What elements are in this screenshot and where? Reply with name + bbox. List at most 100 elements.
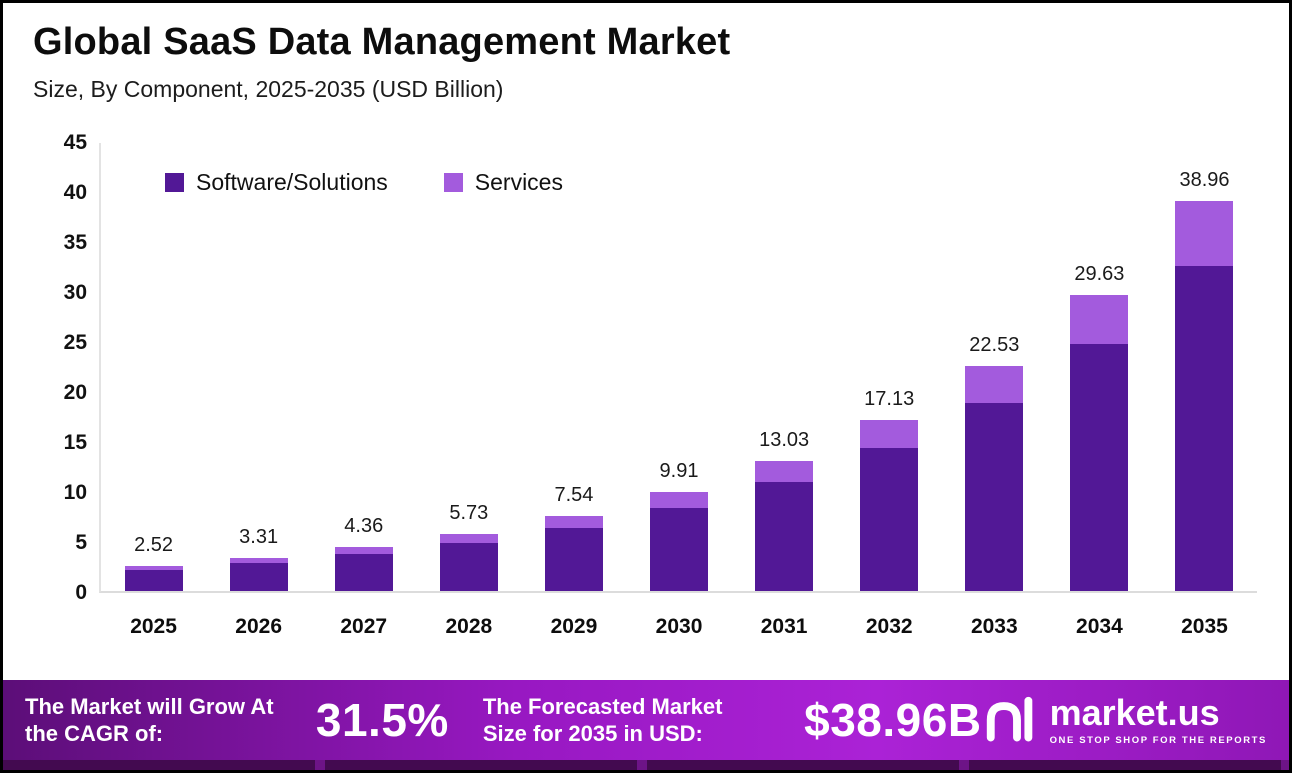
bar-segment-software [334, 554, 393, 591]
bar-stack [334, 547, 393, 591]
bar-total-label: 7.54 [554, 483, 594, 506]
bar-segment-software [124, 569, 183, 591]
brand-text: market.us ONE STOP SHOP FOR THE REPORTS [1049, 691, 1267, 746]
bar-group-2034: 29.63 2034 [1047, 143, 1152, 638]
chart-title: Global SaaS Data Management Market [33, 21, 731, 63]
y-tick-label: 30 [63, 281, 87, 304]
bar-group-2033: 22.53 2033 [942, 143, 1047, 638]
bar-segment-services [650, 491, 709, 509]
brand-name: market.us [1049, 691, 1220, 733]
y-tick-label: 20 [63, 381, 87, 404]
bar-segment-services [124, 565, 183, 570]
bar-segment-services [965, 365, 1024, 403]
forecast-label: The Forecasted Market Size for 2035 in U… [482, 693, 723, 747]
bar-stack [439, 533, 498, 591]
bar-stack [544, 515, 603, 591]
bar-group-2026: 3.31 2026 [206, 143, 311, 638]
bar-total-label: 3.31 [239, 525, 279, 548]
bars: 2.52 2025 3.31 2026 4.36 2027 5.73 2028 7.54 2029… [101, 143, 1257, 638]
bar-group-2029: 7.54 2029 [521, 143, 626, 638]
bar-total-label: 5.73 [449, 501, 489, 524]
x-axis-label: 2028 [445, 615, 493, 638]
bar-segment-services [439, 533, 498, 543]
legend-label-software: Software/Solutions [196, 169, 388, 195]
bar-group-2035: 38.96 2035 [1152, 143, 1257, 638]
legend-item-software: Software/Solutions [165, 169, 388, 196]
bar-segment-software [650, 508, 709, 591]
y-tick-label: 45 [63, 131, 87, 154]
bar-stack [124, 565, 183, 591]
legend-item-services: Services [443, 169, 563, 196]
legend: Software/Solutions Services [165, 169, 563, 196]
bar-segment-software [755, 482, 814, 591]
legend-swatch-services [443, 173, 463, 192]
legend-label-services: Services [474, 169, 563, 195]
bar-segment-services [544, 515, 603, 528]
bar-total-label: 13.03 [759, 428, 810, 451]
y-axis: 45 40 35 30 25 20 15 10 5 0 [3, 131, 87, 604]
cagr-value: 31.5% [315, 694, 449, 746]
y-tick-label: 10 [63, 481, 87, 504]
bar-segment-software [1175, 266, 1234, 591]
bar-group-2027: 4.36 2027 [311, 143, 416, 638]
bar-segment-software [229, 563, 288, 591]
bar-segment-services [1175, 201, 1234, 267]
bar-segment-software [544, 528, 603, 591]
x-axis-label: 2030 [655, 615, 703, 638]
bar-segment-services [755, 460, 814, 483]
y-tick-label: 5 [75, 531, 87, 554]
marketus-logo-icon [986, 696, 1032, 742]
bar-segment-services [860, 419, 919, 448]
x-axis-label: 2025 [130, 615, 177, 638]
bar-stack [1070, 294, 1129, 591]
brand-tagline: ONE STOP SHOP FOR THE REPORTS [1049, 734, 1267, 746]
brand-block: market.us ONE STOP SHOP FOR THE REPORTS [982, 692, 1267, 748]
bar-group-2031: 13.03 2031 [732, 143, 837, 638]
x-axis-label: 2029 [550, 615, 598, 638]
forecast-value: $38.96B [804, 694, 982, 746]
bar-total-label: 2.52 [134, 533, 174, 556]
chart-header: Global SaaS Data Management Market Size,… [33, 21, 1259, 103]
bar-segment-services [334, 547, 393, 555]
bar-stack [650, 491, 709, 591]
bar-total-label: 9.91 [659, 459, 699, 482]
bar-stack [755, 460, 814, 591]
bar-stack [1175, 201, 1234, 591]
bar-total-label: 22.53 [969, 333, 1020, 356]
bar-group-2030: 9.91 2030 [626, 143, 731, 638]
y-tick-label: 15 [63, 431, 87, 454]
x-axis-label: 2031 [760, 615, 808, 638]
bar-total-label: 38.96 [1179, 169, 1230, 192]
bar-segment-services [229, 557, 288, 564]
bar-group-2025: 2.52 2025 [101, 143, 206, 638]
plot-area: Software/Solutions Services 2.52 2025 3.31… [99, 143, 1257, 638]
bottom-strip [3, 760, 1289, 770]
bar-segment-software [965, 402, 1024, 591]
bar-group-2032: 17.13 2032 [837, 143, 942, 638]
footer-banner: The Market will Grow At the CAGR of: 31.… [3, 680, 1289, 760]
legend-swatch-software [165, 173, 184, 192]
bar-stack [229, 557, 288, 591]
x-axis-label: 2035 [1181, 615, 1228, 638]
bar-total-label: 17.13 [864, 387, 915, 410]
bar-total-label: 4.36 [344, 515, 384, 538]
bar-segment-software [860, 447, 919, 591]
bar-stack [965, 365, 1024, 591]
bar-stack [860, 419, 919, 591]
x-axis-label: 2027 [340, 615, 388, 638]
cagr-label: The Market will Grow At the CAGR of: [25, 693, 274, 747]
x-axis-label: 2034 [1076, 615, 1123, 638]
y-tick-label: 0 [75, 581, 87, 604]
y-tick-label: 40 [63, 181, 87, 204]
x-axis-label: 2026 [235, 615, 282, 638]
y-tick-label: 35 [63, 231, 87, 254]
bar-total-label: 29.63 [1074, 262, 1125, 285]
bar-segment-services [1070, 294, 1129, 344]
bar-group-2028: 5.73 2028 [416, 143, 521, 638]
bar-segment-software [1070, 343, 1129, 591]
y-tick-label: 25 [63, 331, 87, 354]
x-axis-label: 2032 [865, 615, 913, 638]
x-axis-label: 2033 [970, 615, 1018, 638]
chart-subtitle: Size, By Component, 2025-2035 (USD Billi… [33, 76, 504, 102]
